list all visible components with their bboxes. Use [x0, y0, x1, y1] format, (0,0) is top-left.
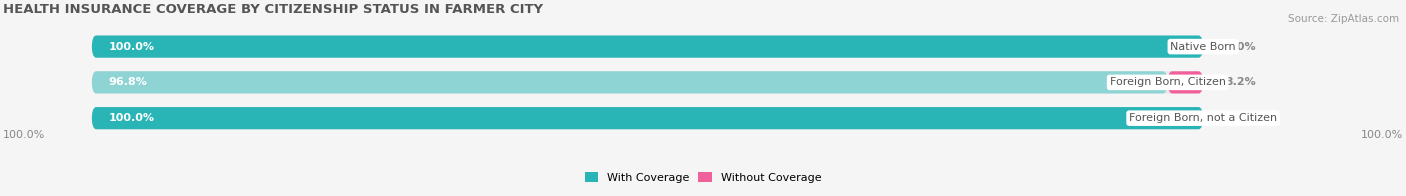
FancyBboxPatch shape — [91, 107, 1204, 129]
Text: Source: ZipAtlas.com: Source: ZipAtlas.com — [1288, 14, 1399, 24]
FancyBboxPatch shape — [1167, 71, 1204, 93]
FancyBboxPatch shape — [91, 71, 1167, 93]
Text: 100.0%: 100.0% — [1361, 130, 1403, 140]
Text: HEALTH INSURANCE COVERAGE BY CITIZENSHIP STATUS IN FARMER CITY: HEALTH INSURANCE COVERAGE BY CITIZENSHIP… — [3, 3, 543, 16]
Text: Native Born: Native Born — [1170, 42, 1236, 52]
FancyBboxPatch shape — [91, 35, 1204, 58]
Legend: With Coverage, Without Coverage: With Coverage, Without Coverage — [585, 172, 821, 183]
FancyBboxPatch shape — [91, 35, 1204, 58]
Text: Foreign Born, Citizen: Foreign Born, Citizen — [1109, 77, 1226, 87]
Text: 96.8%: 96.8% — [108, 77, 148, 87]
Text: 100.0%: 100.0% — [108, 42, 155, 52]
Text: Foreign Born, not a Citizen: Foreign Born, not a Citizen — [1129, 113, 1277, 123]
FancyBboxPatch shape — [91, 107, 1204, 129]
Text: 100.0%: 100.0% — [3, 130, 45, 140]
Text: 0.0%: 0.0% — [1226, 42, 1256, 52]
Text: 100.0%: 100.0% — [108, 113, 155, 123]
Text: 3.2%: 3.2% — [1226, 77, 1256, 87]
Text: 0.0%: 0.0% — [1226, 113, 1256, 123]
FancyBboxPatch shape — [91, 71, 1204, 93]
